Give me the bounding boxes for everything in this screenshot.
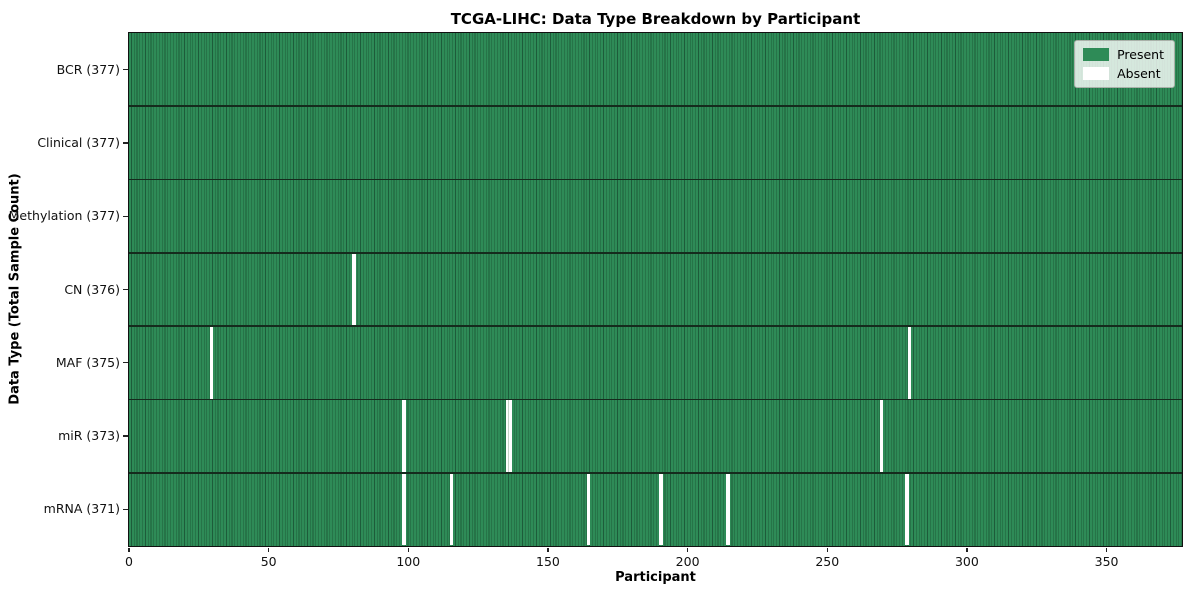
legend-label-present: Present: [1117, 47, 1164, 62]
row-boundary: [129, 252, 1182, 254]
x-tick-mark: [547, 547, 549, 552]
legend-label-absent: Absent: [1117, 66, 1161, 81]
row-boundary: [129, 398, 1182, 401]
absent-marker: [209, 326, 214, 399]
absent-marker: [508, 400, 512, 472]
chart-title: TCGA-LIHC: Data Type Breakdown by Partic…: [450, 10, 861, 28]
x-tick-label: 250: [815, 554, 840, 569]
row-boundary: [129, 105, 1182, 108]
absent-marker: [449, 473, 454, 546]
absent-marker: [726, 473, 730, 546]
plot-area: Present Absent: [129, 33, 1182, 546]
y-tick-label: MAF (375): [55, 354, 120, 370]
y-tick-label: miR (373): [58, 428, 120, 444]
absent-marker: [907, 326, 912, 399]
x-tick-mark: [407, 547, 409, 552]
x-tick-label: 150: [536, 554, 560, 569]
y-tick-label: Clinical (377): [37, 134, 120, 150]
y-tick-mark: [122, 508, 128, 510]
absent-marker: [659, 473, 663, 546]
absent-marker: [880, 400, 884, 472]
x-tick-label: 100: [396, 554, 421, 569]
y-tick-mark: [122, 69, 128, 71]
absent-marker: [402, 400, 406, 472]
x-tick-label: 50: [260, 554, 277, 569]
x-tick-mark: [966, 547, 968, 552]
x-tick-mark: [687, 547, 689, 552]
x-tick-label: 300: [954, 554, 979, 569]
x-tick-mark: [1105, 547, 1108, 552]
x-tick-mark: [268, 547, 270, 552]
absent-marker: [402, 473, 406, 546]
y-tick-label: Methylation (377): [8, 208, 120, 224]
absent-marker: [352, 253, 356, 326]
absent-marker: [505, 400, 510, 472]
x-axis-label: Participant: [615, 570, 696, 585]
y-tick-mark: [122, 288, 128, 291]
y-tick-mark: [122, 215, 128, 217]
row-boundary: [129, 325, 1182, 327]
absent-marker: [905, 473, 909, 546]
absent-swatch-icon: [1083, 67, 1110, 80]
y-tick-mark: [122, 142, 128, 144]
x-tick-label: 0: [125, 554, 133, 569]
y-tick-label: CN (376): [64, 281, 120, 297]
y-tick-mark: [122, 435, 128, 437]
row-boundary: [129, 471, 1182, 474]
absent-marker: [586, 473, 591, 546]
y-tick-label: mRNA (371): [43, 501, 120, 517]
x-tick-label: 350: [1094, 554, 1119, 569]
legend: Present Absent: [1074, 40, 1175, 88]
x-tick-mark: [128, 547, 130, 552]
x-tick-label: 200: [675, 554, 700, 569]
y-tick-label: BCR (377): [56, 61, 120, 77]
x-tick-mark: [826, 547, 828, 552]
legend-item-absent: Absent: [1083, 66, 1164, 81]
row-boundary: [129, 178, 1182, 181]
y-tick-mark: [122, 362, 128, 364]
legend-item-present: Present: [1083, 47, 1164, 62]
present-swatch-icon: [1083, 48, 1110, 61]
